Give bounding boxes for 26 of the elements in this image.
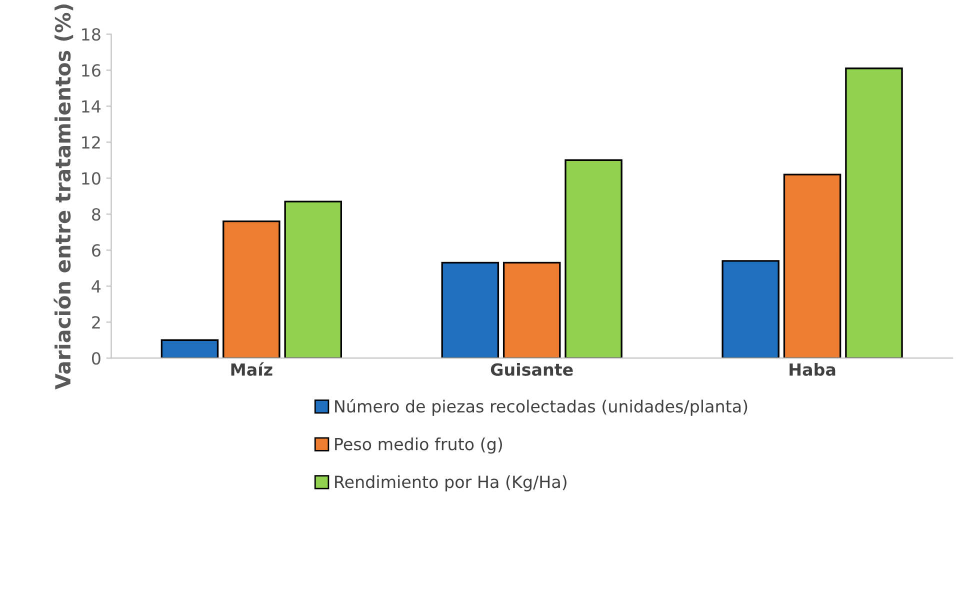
- y-tick-label: 16: [82, 64, 100, 77]
- y-tick-label: 2: [92, 316, 100, 328]
- bar: [441, 262, 500, 358]
- y-tick-label: 0: [92, 352, 100, 365]
- y-tick-label: 10: [82, 172, 100, 185]
- bar: [845, 68, 903, 358]
- legend-label: Peso medio fruto (g): [335, 437, 502, 454]
- bar: [564, 159, 622, 358]
- legend-label: Número de piezas recolectadas (unidades/planta): [335, 399, 748, 416]
- bar: [783, 174, 842, 358]
- x-tick-label: Maíz: [231, 362, 272, 376]
- legend-label: Rendimiento por Ha (Kg/Ha): [335, 475, 566, 492]
- y-tick-label: 18: [82, 28, 100, 41]
- x-tick-label: Guisante: [490, 362, 573, 376]
- y-tick-label: 8: [92, 208, 100, 221]
- y-tick-label: 6: [92, 244, 100, 257]
- y-tick-label: 14: [82, 100, 101, 112]
- y-tick-label: 4: [92, 280, 101, 292]
- bar: [722, 260, 780, 358]
- bar: [502, 262, 561, 358]
- x-tick-label: Haba: [790, 362, 836, 376]
- bar: [160, 339, 219, 358]
- y-tick-label: 12: [82, 136, 100, 148]
- bar: [222, 220, 280, 358]
- bar: [284, 200, 342, 358]
- y-axis-title: Variación entre tratamientos (%): [54, 4, 74, 390]
